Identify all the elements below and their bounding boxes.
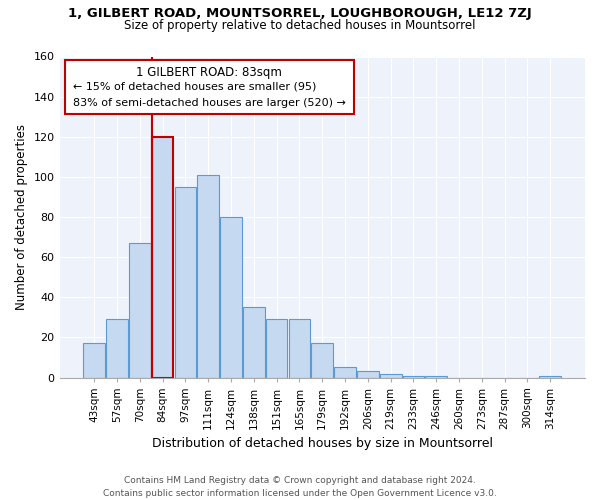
Bar [129,243,151,378]
Bar [289,320,310,378]
Bar [197,175,219,378]
Bar [403,376,424,378]
Bar [175,187,196,378]
Text: 1 GILBERT ROAD: 83sqm: 1 GILBERT ROAD: 83sqm [136,66,282,79]
Bar [152,137,173,378]
X-axis label: Distribution of detached houses by size in Mountsorrel: Distribution of detached houses by size … [152,437,493,450]
Bar [425,376,447,378]
Bar [220,217,242,378]
Bar [334,368,356,378]
Y-axis label: Number of detached properties: Number of detached properties [15,124,28,310]
Bar [266,320,287,378]
FancyBboxPatch shape [65,60,354,114]
Text: 1, GILBERT ROAD, MOUNTSORREL, LOUGHBOROUGH, LE12 7ZJ: 1, GILBERT ROAD, MOUNTSORREL, LOUGHBOROU… [68,8,532,20]
Text: ← 15% of detached houses are smaller (95): ← 15% of detached houses are smaller (95… [73,82,316,92]
Text: Contains HM Land Registry data © Crown copyright and database right 2024.
Contai: Contains HM Land Registry data © Crown c… [103,476,497,498]
Bar [380,374,401,378]
Bar [311,344,333,378]
Bar [106,320,128,378]
Bar [243,308,265,378]
Text: 83% of semi-detached houses are larger (520) →: 83% of semi-detached houses are larger (… [73,98,346,108]
Text: Size of property relative to detached houses in Mountsorrel: Size of property relative to detached ho… [124,19,476,32]
Bar [539,376,561,378]
Bar [83,344,105,378]
Bar [357,372,379,378]
